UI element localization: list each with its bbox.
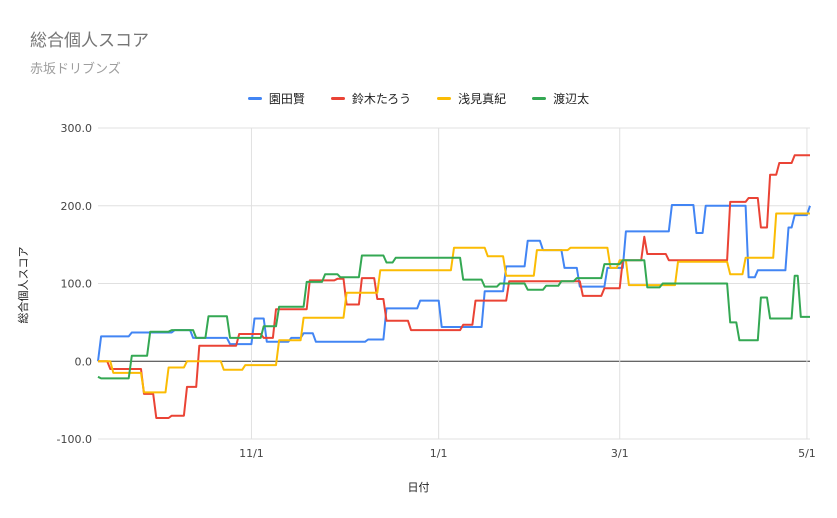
legend-swatch: [330, 97, 345, 100]
legend-item-sonoda[interactable]: 園田賢: [247, 90, 305, 107]
series-line-2: [98, 212, 810, 394]
y-tick-label: -100.0: [57, 433, 92, 446]
legend-label: 浅見真紀: [458, 92, 507, 106]
x-tick-label: 5/1: [798, 447, 816, 460]
y-tick-label: 300.0: [61, 122, 93, 135]
legend-label: 園田賢: [268, 92, 305, 106]
y-tick-label: 0.0: [75, 355, 93, 368]
legend-item-asami[interactable]: 浅見真紀: [437, 90, 506, 107]
x-tick-label: 1/1: [430, 447, 448, 460]
legend-swatch: [247, 97, 262, 100]
legend-swatch: [437, 97, 452, 100]
chart-subtitle: 赤坂ドリブンズ: [30, 62, 121, 77]
x-tick-label: 3/1: [611, 447, 629, 460]
y-tick-label: 100.0: [61, 278, 93, 291]
y-axis-title: 総合個人スコア: [17, 246, 30, 324]
legend-swatch: [532, 97, 547, 100]
x-axis-title: 日付: [407, 481, 430, 494]
legend-item-suzuki[interactable]: 鈴木たろう: [330, 90, 412, 107]
series-line-3: [97, 254, 810, 380]
y-tick-label: 200.0: [61, 200, 93, 213]
series-line-1: [98, 154, 810, 419]
chart-title: 総合個人スコア: [30, 31, 149, 51]
series-line-0: [97, 204, 811, 362]
legend-label: 渡辺太: [553, 92, 590, 106]
legend-label: 鈴木たろう: [351, 92, 412, 106]
x-tick-label: 11/1: [239, 447, 264, 460]
legend-item-watanabe[interactable]: 渡辺太: [532, 90, 589, 107]
legend: 園田賢 鈴木たろう 浅見真紀 渡辺太: [0, 90, 837, 107]
